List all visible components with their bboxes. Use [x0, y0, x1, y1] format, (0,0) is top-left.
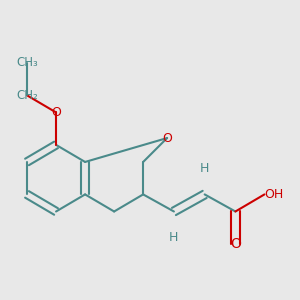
Text: O: O — [230, 237, 241, 251]
Text: H: H — [169, 231, 178, 244]
Text: CH₂: CH₂ — [16, 89, 38, 102]
Text: O: O — [51, 106, 61, 119]
Text: CH₃: CH₃ — [16, 56, 38, 69]
Text: H: H — [200, 162, 209, 175]
Text: OH: OH — [264, 188, 284, 201]
Text: O: O — [162, 131, 172, 145]
